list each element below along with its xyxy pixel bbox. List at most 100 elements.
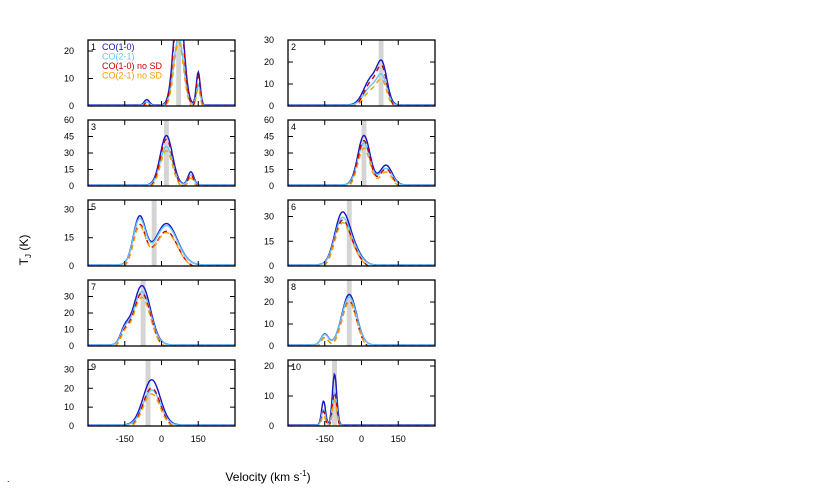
velocity-band <box>163 120 169 186</box>
y-axis-title-sub: J <box>24 254 33 258</box>
y-tick-label: 30 <box>264 35 274 45</box>
y-axis-title-main: T <box>17 257 31 265</box>
series-line-0 <box>288 372 435 426</box>
panel-frame <box>87 359 236 427</box>
series-line-2 <box>88 292 235 346</box>
series-line-3 <box>88 393 235 426</box>
panel-frame <box>287 279 436 347</box>
y-tick-label: 60 <box>264 115 274 125</box>
panel-number: 9 <box>91 362 96 372</box>
legend-entry-3: CO(2-1) no SD <box>102 71 163 81</box>
panel-8: 0 10 20 30 8 <box>264 275 436 351</box>
y-tick-label: 30 <box>264 275 274 285</box>
y-tick-label: 15 <box>264 165 274 175</box>
x-tick-label: -150 <box>116 434 134 444</box>
y-tick-label: 10 <box>264 319 274 329</box>
x-tick-label: 0 <box>159 434 164 444</box>
panel-number: 2 <box>291 42 296 52</box>
y-tick-label: 20 <box>264 361 274 371</box>
panel-10: -150 0 150 0 10 20 10 <box>264 359 436 444</box>
velocity-band <box>361 120 367 186</box>
y-tick-label: 15 <box>64 165 74 175</box>
x-tick-label: 0 <box>359 434 364 444</box>
y-axis-title-unit: (K) <box>17 235 31 254</box>
x-axis-title-sup: -1 <box>299 469 307 478</box>
y-tick-label: 20 <box>264 57 274 67</box>
y-tick-label: 30 <box>64 148 74 158</box>
panel-number: 3 <box>91 122 96 132</box>
y-tick-label: 45 <box>64 132 74 142</box>
velocity-band <box>378 40 384 106</box>
panel-frame <box>87 119 236 187</box>
y-tick-label: 30 <box>264 148 274 158</box>
y-tick-label: 45 <box>264 132 274 142</box>
y-tick-label: 30 <box>64 204 74 214</box>
series-line-1 <box>288 391 435 426</box>
x-axis-title: Velocity (km s-1) <box>225 469 310 484</box>
panel-3: 0 15 30 45 60 3 <box>64 115 236 191</box>
panel-frame <box>287 359 436 427</box>
panel-2: 0 10 20 30 2 <box>264 35 436 111</box>
y-tick-label: 20 <box>64 308 74 318</box>
panel-7: 0 10 20 30 7 <box>64 279 236 351</box>
y-tick-label: 0 <box>269 101 274 111</box>
y-tick-label: 20 <box>64 46 74 56</box>
x-tick-label: 150 <box>391 434 406 444</box>
y-axis-title: TJ (K) <box>17 235 33 266</box>
series-line-0 <box>88 379 235 426</box>
y-tick-label: 30 <box>64 364 74 374</box>
y-tick-label: 10 <box>64 402 74 412</box>
velocity-band <box>176 40 182 106</box>
y-tick-label: 20 <box>64 383 74 393</box>
y-tick-label: 15 <box>64 233 74 243</box>
footnote-mark: . <box>7 474 10 484</box>
series-line-3 <box>288 222 435 266</box>
panel-9: -150 0 150 0 10 20 30 9 <box>64 359 236 444</box>
panel-4: 0 15 30 45 60 4 <box>264 115 436 191</box>
y-tick-label: 30 <box>264 212 274 222</box>
series-line-3 <box>288 78 435 106</box>
y-tick-label: 0 <box>269 261 274 271</box>
y-tick-label: 0 <box>269 341 274 351</box>
x-tick-label: 150 <box>191 434 206 444</box>
x-tick-label: -150 <box>316 434 334 444</box>
panel-number: 8 <box>291 282 296 292</box>
velocity-band <box>140 280 146 346</box>
panel-number: 1 <box>91 42 96 52</box>
y-tick-label: 0 <box>269 181 274 191</box>
panel-number: 6 <box>291 202 296 212</box>
panel-number: 5 <box>91 202 96 212</box>
series-line-2 <box>288 300 435 346</box>
y-tick-label: 0 <box>69 101 74 111</box>
y-tick-label: 0 <box>69 341 74 351</box>
panel-number: 10 <box>291 362 301 372</box>
velocity-band <box>346 280 352 346</box>
series-line-3 <box>88 296 235 346</box>
y-tick-label: 0 <box>69 181 74 191</box>
velocity-band <box>151 200 157 266</box>
x-axis-title-close: ) <box>307 470 311 484</box>
series-line-0 <box>88 284 235 346</box>
panel-frame <box>287 39 436 107</box>
panel-number: 4 <box>291 122 296 132</box>
y-tick-label: 0 <box>69 261 74 271</box>
y-tick-label: 10 <box>64 74 74 84</box>
y-tick-label: 30 <box>64 292 74 302</box>
x-axis-title-main: Velocity (km s <box>225 470 299 484</box>
y-tick-label: 0 <box>69 421 74 431</box>
series-line-1 <box>288 216 435 266</box>
y-tick-label: 10 <box>264 79 274 89</box>
legend-entry-1: CO(2-1) <box>102 52 135 62</box>
series-line-1 <box>88 145 235 186</box>
series-line-3 <box>88 150 235 186</box>
series-line-3 <box>88 225 235 266</box>
y-tick-label: 15 <box>264 236 274 246</box>
y-tick-label: 0 <box>269 421 274 431</box>
panel-5: 0 15 30 5 <box>64 199 236 271</box>
panel-frame <box>87 199 236 267</box>
y-tick-label: 60 <box>64 115 74 125</box>
series-line-0 <box>88 214 235 266</box>
y-tick-label: 10 <box>264 391 274 401</box>
